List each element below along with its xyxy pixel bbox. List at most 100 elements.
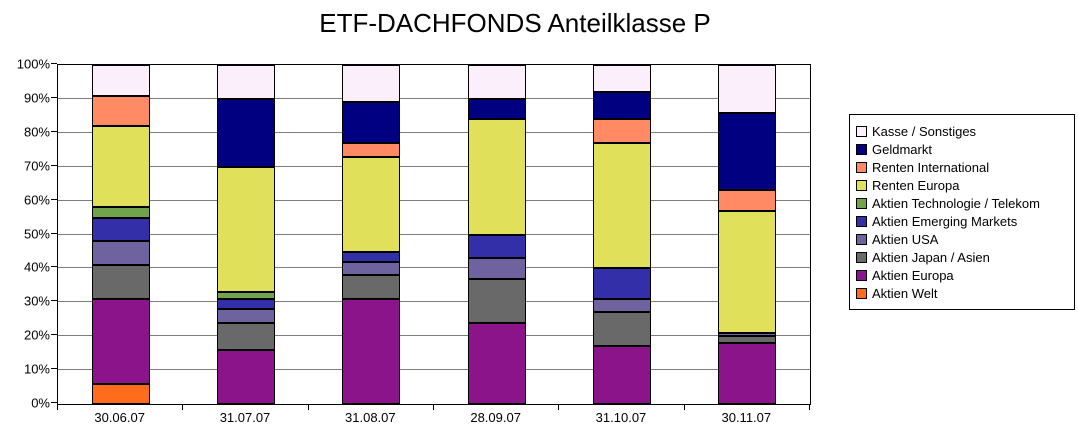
legend-label: Aktien Japan / Asien xyxy=(872,249,990,265)
bar-segment xyxy=(91,65,150,96)
x-axis-tick xyxy=(809,404,810,410)
y-axis-tick-label: 0% xyxy=(31,395,50,411)
x-axis-tick xyxy=(683,404,685,410)
x-axis-tick xyxy=(307,404,309,410)
x-axis-label: 31.07.07 xyxy=(219,410,271,425)
legend-swatch xyxy=(856,215,867,227)
bar-segment xyxy=(592,298,651,313)
y-axis-tick-label: 100% xyxy=(16,56,50,72)
legend-swatch xyxy=(856,233,867,245)
legend-swatch xyxy=(856,179,867,191)
legend-item: Aktien Japan / Asien xyxy=(856,248,1068,266)
y-axis-tick-label: 50% xyxy=(23,226,50,241)
bars-layer xyxy=(58,65,810,404)
x-axis-label: 30.06.07 xyxy=(94,410,145,425)
bar-segment xyxy=(592,92,651,120)
y-axis-tick xyxy=(51,63,57,64)
bar-segment xyxy=(718,65,777,113)
bar-segment xyxy=(91,241,150,266)
bar-segment xyxy=(467,65,526,99)
bar-30.11.07 xyxy=(718,65,777,404)
x-axis-label: 30.11.07 xyxy=(721,410,772,425)
legend-label: Aktien Technologie / Telekom xyxy=(872,195,1040,211)
legend-item: Aktien Europa xyxy=(856,266,1068,284)
legend-item: Aktien Emerging Markets xyxy=(856,212,1068,230)
gridline xyxy=(58,165,810,167)
bar-segment xyxy=(592,143,651,269)
bar-segment xyxy=(342,65,401,103)
bar-segment xyxy=(91,217,150,242)
bar-segment xyxy=(342,261,401,276)
y-axis-tick-label: 80% xyxy=(23,124,50,140)
bar-segment xyxy=(592,65,651,93)
bar-segment xyxy=(216,166,275,293)
bar-segment xyxy=(216,292,275,299)
y-axis-tick xyxy=(51,266,57,268)
legend-label: Aktien Emerging Markets xyxy=(872,213,1018,229)
gridline xyxy=(58,199,810,201)
y-axis-tick-label: 40% xyxy=(23,259,50,275)
bar-segment xyxy=(467,322,526,404)
x-axis-ticks xyxy=(57,404,810,410)
bar-segment xyxy=(342,251,401,262)
legend-label: Renten International xyxy=(872,159,990,175)
gridline xyxy=(58,97,810,99)
bar-segment xyxy=(467,278,526,323)
bar-segment xyxy=(718,112,777,191)
y-axis-tick xyxy=(51,402,57,403)
x-axis-tick xyxy=(57,404,58,410)
bar-segment xyxy=(91,126,150,208)
bar-segment xyxy=(216,349,275,404)
bar-30.06.07 xyxy=(91,65,150,404)
legend-label: Kasse / Sonstiges xyxy=(872,123,977,139)
y-axis-tick xyxy=(51,334,57,336)
legend-item: Renten International xyxy=(856,158,1068,176)
bar-segment xyxy=(216,65,275,99)
bar-slot xyxy=(685,65,810,404)
legend-label: Geldmarkt xyxy=(872,141,932,157)
y-axis-tick xyxy=(51,198,57,200)
y-axis-tick-label: 70% xyxy=(23,158,50,174)
bar-slot xyxy=(559,65,684,404)
bar-segment xyxy=(342,275,401,299)
bar-segment xyxy=(216,98,275,167)
bar-segment xyxy=(216,298,275,310)
gridline xyxy=(58,335,810,337)
legend-swatch xyxy=(856,251,867,263)
x-axis-labels: 30.06.07 31.07.07 31.08.07 28.09.07 31.10.07… xyxy=(57,410,809,425)
legend-swatch xyxy=(856,161,867,173)
gridline xyxy=(58,301,810,303)
legend-item: Aktien Welt xyxy=(856,284,1068,302)
bar-segment xyxy=(718,342,777,404)
bar-segment xyxy=(216,322,275,350)
legend: Kasse / Sonstiges Geldmarkt Renten Interna… xyxy=(849,114,1075,310)
legend-label: Aktien USA xyxy=(872,231,939,247)
legend-swatch xyxy=(856,125,867,137)
legend-swatch xyxy=(856,269,867,281)
bar-segment xyxy=(467,119,526,235)
legend-swatch xyxy=(856,143,867,155)
bar-segment xyxy=(718,210,777,333)
legend-item: Aktien Technologie / Telekom xyxy=(856,194,1068,212)
plot-area xyxy=(57,64,811,405)
bar-31.07.07 xyxy=(216,65,275,404)
y-axis-labels: 0% 10% 20% 30% 40% 50% 60% 70% 80% 90% 100% xyxy=(0,58,50,410)
gridline xyxy=(58,267,810,269)
legend-item: Kasse / Sonstiges xyxy=(856,122,1068,140)
y-axis-tick-label: 90% xyxy=(23,90,50,106)
bar-slot xyxy=(58,65,183,404)
legend-item: Geldmarkt xyxy=(856,140,1068,158)
y-axis-ticks xyxy=(51,63,57,403)
legend-item: Renten Europa xyxy=(856,176,1068,194)
chart-title: ETF-DACHFONDS Anteilklasse P xyxy=(319,8,711,38)
bar-31.10.07 xyxy=(592,65,651,404)
bar-segment xyxy=(342,298,401,404)
x-axis-label: 31.10.07 xyxy=(595,410,647,425)
bar-segment xyxy=(592,119,651,144)
legend-label: Aktien Europa xyxy=(872,267,954,283)
x-axis-tick xyxy=(433,404,434,410)
y-axis-tick-label: 20% xyxy=(23,327,50,343)
bar-segment xyxy=(467,234,526,259)
bar-segment xyxy=(718,332,777,337)
